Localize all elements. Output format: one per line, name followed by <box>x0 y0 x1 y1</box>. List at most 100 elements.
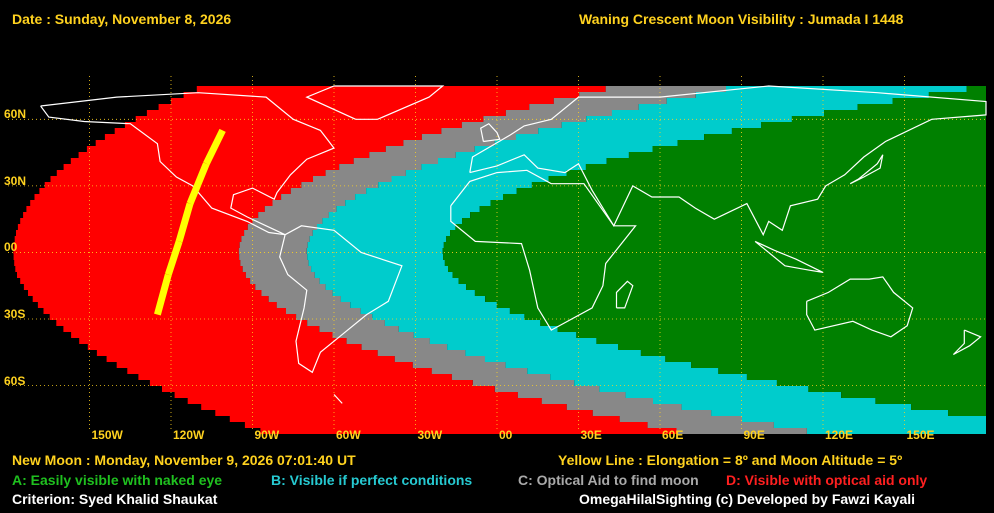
zone-cell-B <box>625 392 842 398</box>
zone-cell-D <box>127 368 432 374</box>
zone-cell-A <box>776 380 986 386</box>
zone-cell-A <box>824 110 986 116</box>
zone-cell-D <box>116 362 413 368</box>
zone-cell-B <box>317 224 456 230</box>
zone-cell-C <box>483 116 587 122</box>
zone-cell-A <box>458 278 987 284</box>
longitude-label: 150E <box>906 428 935 442</box>
zone-cell-D <box>56 170 326 176</box>
latitude-label: 00 <box>4 240 18 255</box>
zone-cell-D <box>71 332 333 338</box>
zone-cell-C <box>252 218 323 224</box>
zone-cell-D <box>20 278 251 284</box>
zone-cell-C <box>361 344 447 350</box>
zone-cell-A <box>452 272 987 278</box>
greenland-outline <box>305 85 445 120</box>
zone-cell-B <box>384 320 541 326</box>
zone-cell-D <box>30 200 273 206</box>
zone-cell-B <box>306 248 443 254</box>
longitude-label: 150W <box>91 428 123 442</box>
zone-cell-A <box>470 212 986 218</box>
zone-cell-B <box>527 368 719 374</box>
zone-cell-B <box>322 218 463 224</box>
legend-zone-b: B: Visible if perfect conditions <box>271 472 473 488</box>
zone-cell-C <box>258 212 329 218</box>
zone-cell-D <box>201 404 567 410</box>
zone-cell-D <box>135 116 484 122</box>
zone-cell-C <box>272 200 346 206</box>
madagascar-outline <box>615 280 634 309</box>
zone-cell-D <box>34 194 282 200</box>
zone-cell-D <box>79 338 347 344</box>
uk-outline <box>480 122 501 143</box>
yellow-visibility-line <box>154 128 226 316</box>
zone-cell-C <box>472 380 575 386</box>
zone-cell-A <box>443 254 987 260</box>
zone-cell-A <box>911 404 986 410</box>
zone-cell-D <box>86 146 386 152</box>
zone-cell-A <box>875 398 986 404</box>
zone-cell-B <box>355 194 503 200</box>
zone-cell-C <box>319 326 399 332</box>
latitude-label: 60N <box>4 107 27 122</box>
legend-zone-d: D: Visible with optical aid only <box>726 472 928 488</box>
antarctic-edge-outline <box>333 394 343 404</box>
zone-cell-A <box>516 188 986 194</box>
zone-cell-B <box>711 410 949 416</box>
zone-cell-C <box>239 254 308 260</box>
zone-cell-C <box>377 350 466 356</box>
zone-cell-C <box>264 206 337 212</box>
zone-cell-B <box>666 98 893 104</box>
zone-cell-A <box>509 308 986 314</box>
zone-cell-A <box>691 362 986 368</box>
zone-cell-A <box>640 350 986 356</box>
zone-cell-B <box>372 314 525 320</box>
zone-cell-D <box>17 272 246 278</box>
zone-cell-A <box>628 152 986 158</box>
zone-cell-A <box>540 320 986 326</box>
zone-cell-B <box>314 272 453 278</box>
zone-cell-B <box>726 86 967 92</box>
zone-cell-A <box>444 260 986 266</box>
zone-cell-D <box>162 386 495 392</box>
zone-cell-B <box>611 110 824 116</box>
longitude-label: 60E <box>662 428 684 442</box>
zone-cell-D <box>95 140 404 146</box>
zone-cell-D <box>70 158 354 164</box>
zone-cell-B <box>742 416 986 422</box>
zone-cell-D <box>104 134 422 140</box>
zone-cell-D <box>23 212 259 218</box>
zone-cell-C <box>517 392 626 398</box>
zone-cell-A <box>892 98 986 104</box>
zone-cell-A <box>566 170 986 176</box>
zone-cell-D <box>17 224 248 230</box>
zone-cell-A <box>455 224 986 230</box>
zone-cell-C <box>325 170 406 176</box>
zone-cell-A <box>948 410 986 416</box>
latitude-label: 30N <box>4 173 27 188</box>
zone-cell-D <box>196 86 606 92</box>
zone-cell-A <box>503 194 986 200</box>
zone-cell-B <box>336 206 480 212</box>
zone-cell-A <box>618 344 986 350</box>
zone-cell-B <box>484 356 666 362</box>
south-america-outline <box>279 225 403 374</box>
map-title: Waning Crescent Moon Visibility : Jumada… <box>579 11 904 27</box>
zone-cell-B <box>429 338 597 344</box>
zone-cell-A <box>606 158 986 164</box>
zone-cell-D <box>187 398 542 404</box>
zone-cell-C <box>461 122 562 128</box>
zone-cell-C <box>529 104 639 110</box>
zone-cell-A <box>841 392 986 398</box>
zone-cell-A <box>442 248 986 254</box>
longitude-label: 30W <box>417 428 443 442</box>
zone-cell-C <box>255 284 326 290</box>
zone-cell-D <box>50 176 313 182</box>
zone-cell-C <box>261 290 333 296</box>
zone-cell-D <box>215 410 593 416</box>
zone-cell-D <box>229 416 620 422</box>
new-moon-label: New Moon : Monday, November 9, 2026 07:0… <box>12 452 356 468</box>
zone-cell-B <box>574 380 777 386</box>
zone-cell-C <box>451 374 551 380</box>
zone-cell-A <box>966 86 986 92</box>
